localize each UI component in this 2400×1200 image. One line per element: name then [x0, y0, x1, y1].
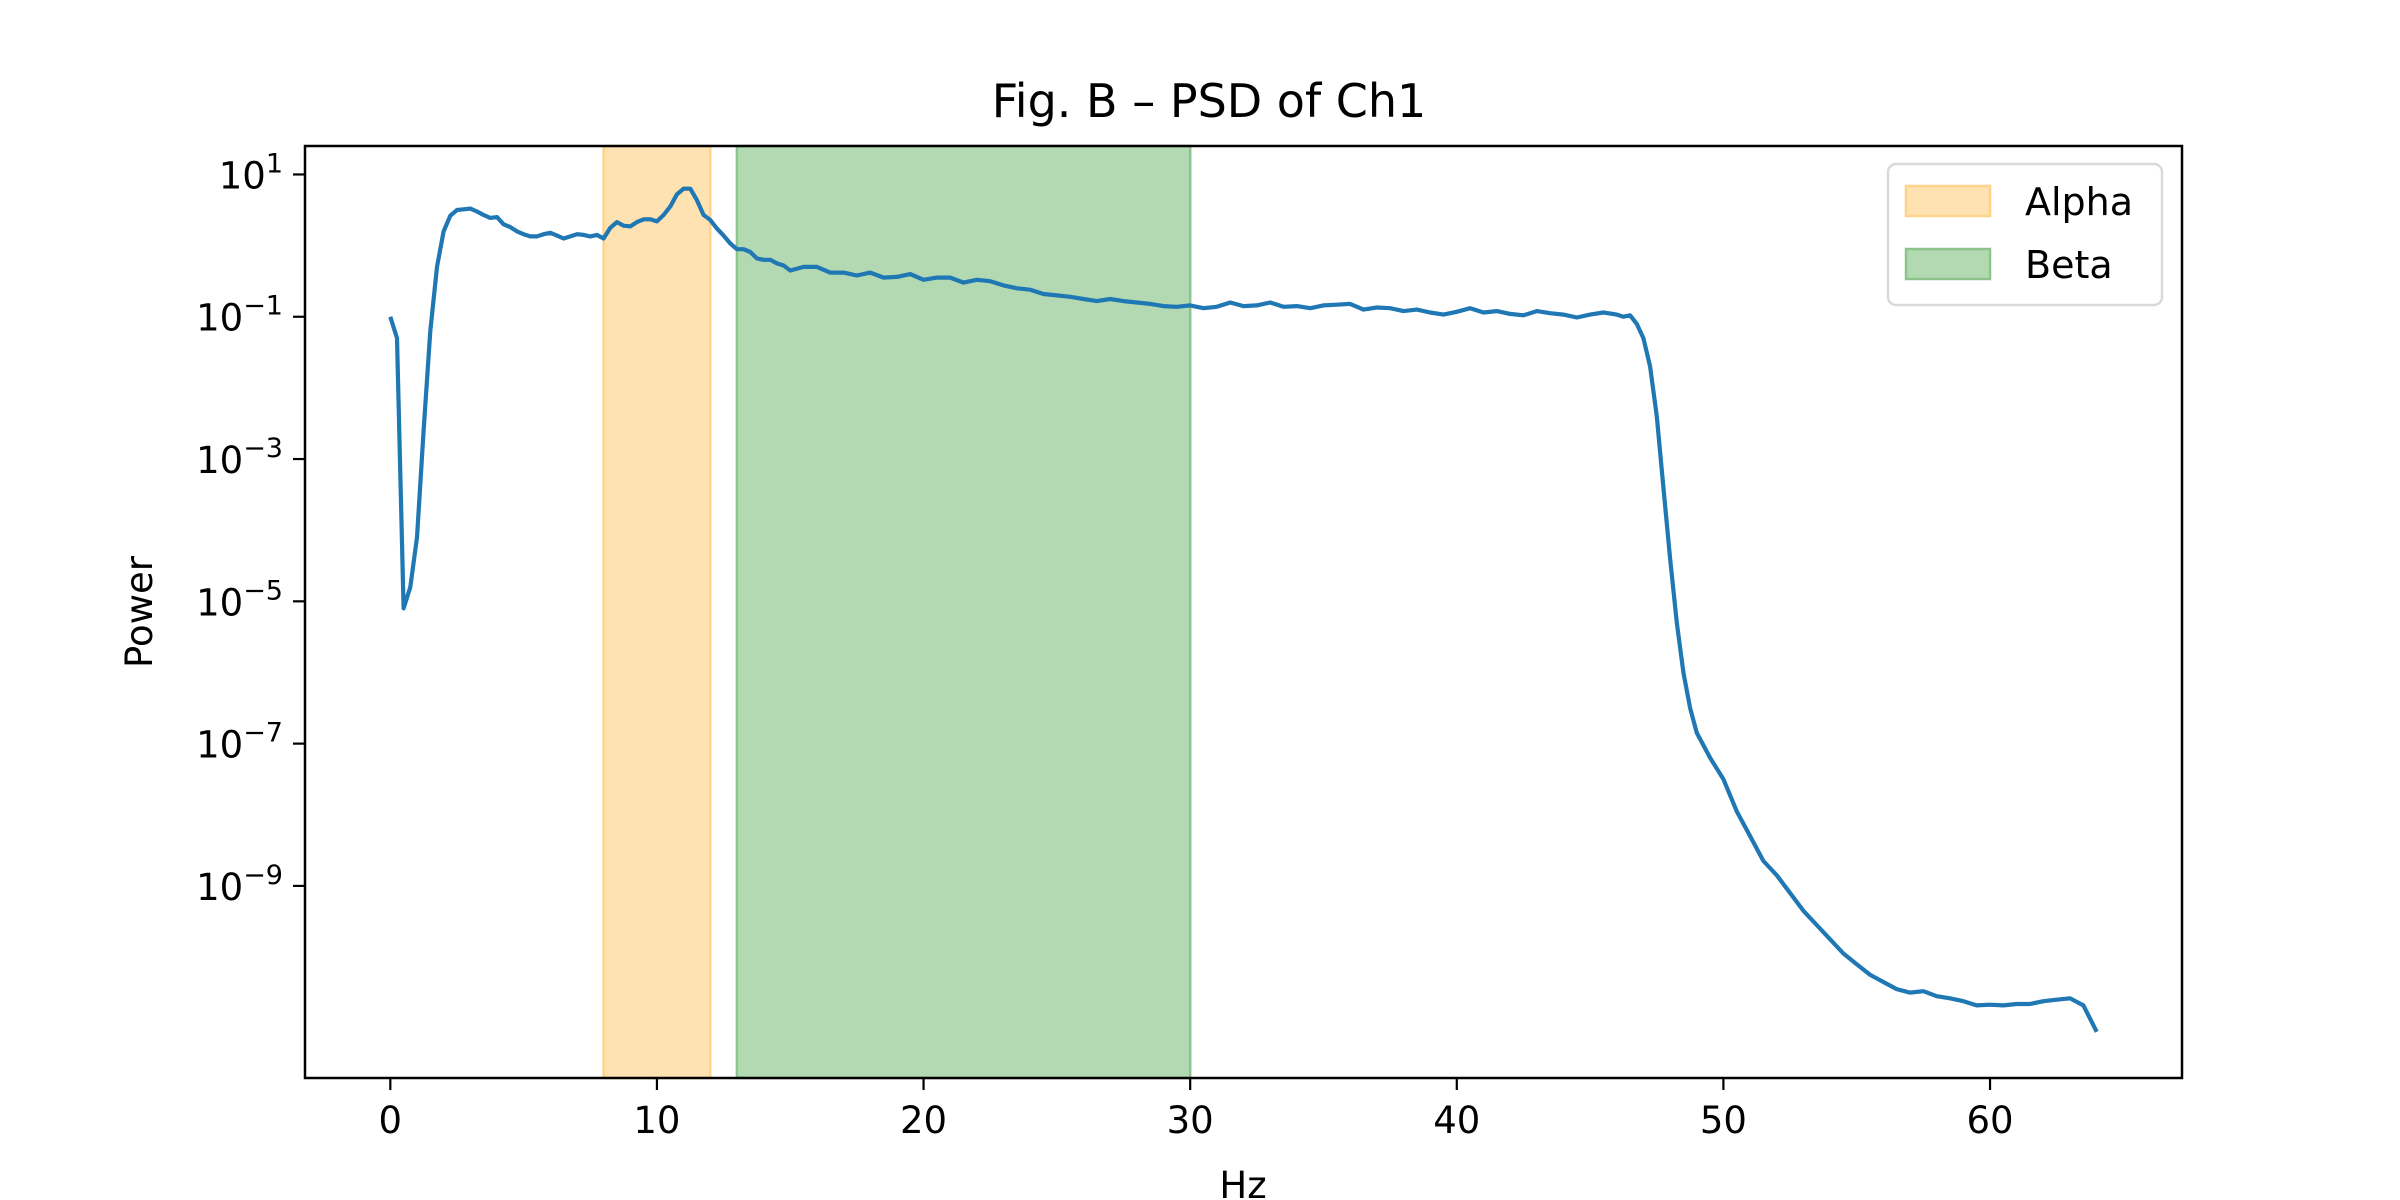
psd-series — [388, 186, 2099, 1033]
x-tick-label: 20 — [900, 1099, 947, 1142]
y-tick-label: 10−7 — [196, 718, 283, 767]
band-beta — [735, 144, 1192, 1080]
legend-label-beta: Beta — [2025, 243, 2113, 287]
legend: Alpha Beta — [1886, 162, 2164, 307]
psd-line-0 — [388, 186, 2099, 1033]
x-tick-label: 0 — [379, 1099, 403, 1142]
legend-swatch-beta — [1904, 247, 1992, 281]
frequency-bands — [602, 144, 1192, 1080]
chart-title: Fig. B – PSD of Ch1 — [992, 74, 1427, 128]
plot-frame — [303, 144, 2184, 1080]
y-tick-label: 10−1 — [196, 291, 283, 340]
legend-label-alpha: Alpha — [2025, 180, 2133, 224]
legend-swatch-alpha — [1904, 184, 1992, 218]
x-tick-label: 40 — [1433, 1099, 1480, 1142]
x-tick-label: 10 — [633, 1099, 680, 1142]
y-tick-label: 10−9 — [196, 860, 283, 909]
band-alpha — [602, 144, 712, 1080]
y-axis-label: Power — [118, 555, 161, 668]
x-axis-ticks: 0 10 20 30 40 50 60 — [379, 1078, 2014, 1142]
x-tick-label: 50 — [1700, 1099, 1747, 1142]
x-tick-label: 60 — [1966, 1099, 2013, 1142]
y-tick-label: 10−3 — [196, 433, 283, 482]
x-tick-label: 30 — [1167, 1099, 1214, 1142]
x-axis-label: Hz — [1219, 1164, 1266, 1200]
